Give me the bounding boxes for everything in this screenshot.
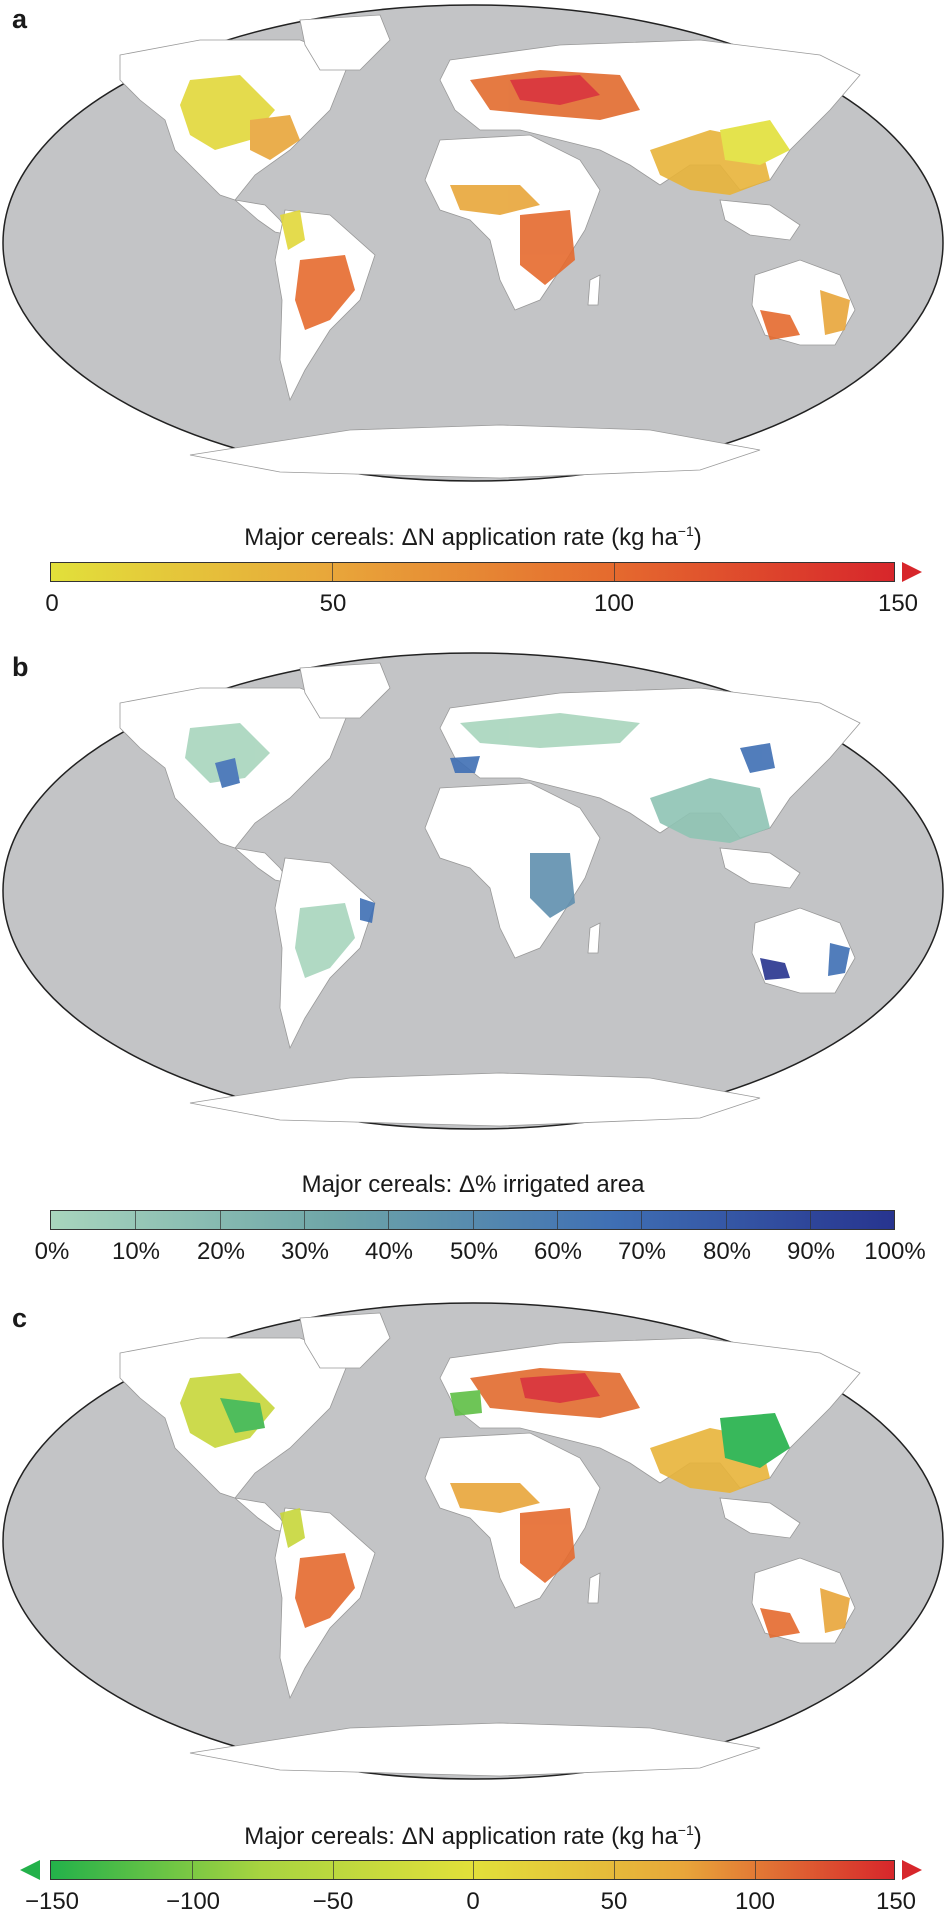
madagascar — [587, 274, 601, 306]
colorbar-tick-label: 50% — [449, 1238, 499, 1265]
colorbar-tick — [726, 1211, 727, 1229]
colorbar-tick-label: 0 — [45, 590, 59, 617]
colorbar-tick — [135, 1211, 136, 1229]
colorbar-tick — [641, 1211, 642, 1229]
colorbar-tick-label: 50 — [600, 1888, 628, 1915]
colorbar-tick — [614, 1861, 615, 1879]
greenland — [299, 1312, 391, 1369]
colorbar-tick — [473, 1211, 474, 1229]
colorbar-tick — [614, 563, 615, 581]
colorbar-tick-label: −150 — [24, 1888, 80, 1915]
nitrogen-change-overlay — [180, 70, 850, 340]
irrigated-area-change-overlay — [185, 713, 850, 980]
colorbar-tick — [333, 1861, 334, 1879]
colorbar-a — [50, 562, 895, 582]
antarctica — [189, 1072, 761, 1127]
world-map-c — [2, 1302, 944, 1780]
madagascar — [587, 922, 601, 954]
colorbar-tick — [810, 1211, 811, 1229]
colorbar-tick-label: 150 — [875, 1888, 917, 1915]
colorbar-b — [50, 1210, 895, 1230]
colorbar-tick-label: 0 — [466, 1888, 480, 1915]
southeast-asia — [719, 847, 801, 889]
world-map-a — [2, 4, 944, 482]
antarctica — [189, 1722, 761, 1777]
southeast-asia — [719, 1497, 801, 1539]
greenland — [299, 14, 391, 71]
colorbar-tick-label: 40% — [364, 1238, 414, 1265]
colorbar-tick-label: −100 — [165, 1888, 221, 1915]
colorbar-tick-label: 150 — [877, 590, 919, 617]
colorbar-tick-label: 80% — [702, 1238, 752, 1265]
colorbar-tick — [304, 1211, 305, 1229]
colorbar-tick — [473, 1861, 474, 1879]
colorbar-tick — [332, 563, 333, 581]
southeast-asia — [719, 199, 801, 241]
colorbar-extend-max-arrow-icon — [902, 562, 922, 582]
panel-label-c: c — [12, 1303, 28, 1333]
greenland — [299, 662, 391, 719]
colorbar-tick-label: 100 — [593, 590, 635, 617]
colorbar-tick-label: 20% — [196, 1238, 246, 1265]
colorbar-tick-label: 100% — [864, 1238, 926, 1265]
madagascar — [587, 1572, 601, 1604]
antarctica — [189, 424, 761, 479]
colorbar-tick — [755, 1861, 756, 1879]
colorbar-title-b: Major cereals: Δ% irrigated area — [301, 1171, 645, 1198]
colorbar-c — [50, 1860, 895, 1880]
nitrogen-change-overlay — [180, 1368, 850, 1638]
colorbar-tick-label: −50 — [312, 1888, 354, 1915]
colorbar-tick — [557, 1211, 558, 1229]
colorbar-tick-label: 0% — [34, 1238, 70, 1265]
colorbar-extend-max-arrow-icon — [902, 1860, 922, 1880]
world-map-b — [2, 652, 944, 1130]
colorbar-tick-label: 100 — [734, 1888, 776, 1915]
colorbar-tick — [220, 1211, 221, 1229]
colorbar-tick-label: 50 — [319, 590, 347, 617]
colorbar-tick-label: 90% — [786, 1238, 836, 1265]
colorbar-extend-min-arrow-icon — [20, 1860, 40, 1880]
colorbar-title-c: Major cereals: ΔN application rate (kg h… — [244, 1822, 702, 1850]
colorbar-tick — [388, 1211, 389, 1229]
colorbar-tick — [192, 1861, 193, 1879]
colorbar-tick-label: 30% — [280, 1238, 330, 1265]
colorbar-tick-label: 60% — [533, 1238, 583, 1265]
colorbar-tick-label: 10% — [111, 1238, 161, 1265]
panel-label-a: a — [12, 4, 28, 34]
colorbar-tick-label: 70% — [617, 1238, 667, 1265]
colorbar-title-a: Major cereals: ΔN application rate (kg h… — [244, 523, 702, 551]
panel-label-b: b — [12, 652, 29, 682]
